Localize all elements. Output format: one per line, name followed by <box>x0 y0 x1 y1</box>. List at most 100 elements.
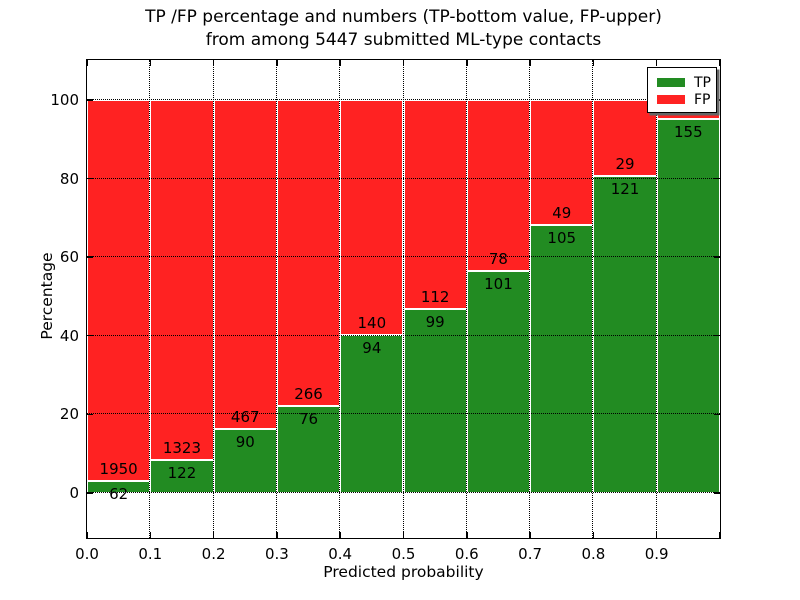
fp-count-label: 49 <box>552 204 572 223</box>
bar-segment-fp <box>213 100 277 430</box>
y-tick-label: 60 <box>59 248 79 267</box>
x-gridline <box>529 60 531 538</box>
legend-label-tp: TP <box>694 74 711 91</box>
tp-count-label: 90 <box>235 433 255 452</box>
tp-count-label: 121 <box>610 179 640 198</box>
x-tick-label: 0.9 <box>644 545 669 563</box>
y-tick <box>87 99 93 101</box>
x-tick-top <box>529 60 531 66</box>
y-gridline <box>87 491 720 493</box>
x-tick-label: 0.4 <box>328 545 353 563</box>
y-gridline <box>87 177 720 179</box>
bar-segment-tp <box>466 271 531 493</box>
x-gridline <box>275 60 277 538</box>
plot-area: 0.0 0.1 0.2 0.3 0.4 0.5 0.6 0.7 0.8 0.9 0 20 40 60 80 1… <box>50 60 721 563</box>
bar-segment-fp <box>150 100 214 460</box>
tp-count-label: 155 <box>674 123 703 142</box>
fp-count-label: 140 <box>357 314 387 333</box>
x-gridline <box>592 60 594 538</box>
y-tick <box>87 413 93 416</box>
x-tick <box>276 532 278 538</box>
y-tick-label: 100 <box>50 91 79 110</box>
x-tick-label: 0.7 <box>518 545 543 563</box>
fp-count-label: 1323 <box>162 438 202 457</box>
bar-segment-tp <box>656 119 720 493</box>
x-tick-top <box>276 60 278 66</box>
chart-title-line1: TP /FP percentage and numbers (TP-bottom… <box>145 7 662 27</box>
x-tick-label: 0.5 <box>391 545 416 563</box>
y-tick <box>87 334 93 337</box>
fp-color-swatch <box>657 95 685 104</box>
x-tick <box>149 532 152 538</box>
x-tick-top <box>655 60 658 66</box>
x-gridline <box>212 60 214 538</box>
y-tick <box>87 177 93 180</box>
x-tick <box>212 532 215 538</box>
x-gridline <box>465 60 467 538</box>
chart-title-line2: from among 5447 submitted ML-type contac… <box>205 29 602 50</box>
y-tick <box>87 492 93 494</box>
bar-segment-fp <box>593 100 657 176</box>
x-gridline <box>402 60 404 538</box>
y-gridline <box>87 413 720 415</box>
x-tick <box>719 532 721 538</box>
tp-count-label: 99 <box>425 312 445 331</box>
y-tick-label: 40 <box>59 326 79 345</box>
fp-count-label: 1950 <box>99 459 138 478</box>
tp-count-label: 94 <box>362 339 382 358</box>
tp-count-label: 62 <box>109 484 129 503</box>
x-tick-label: 0.6 <box>454 545 479 563</box>
y-gridline <box>87 256 720 258</box>
x-tick-top <box>592 60 595 66</box>
y-gridline <box>87 334 720 336</box>
x-tick-top <box>719 60 721 66</box>
y-tick-right <box>714 256 720 258</box>
x-gridline <box>339 60 341 538</box>
x-tick-label: 0.2 <box>201 545 226 563</box>
x-tick-top <box>86 60 88 66</box>
bar-segment-tp <box>276 405 341 493</box>
y-tick-label: 0 <box>69 483 79 502</box>
y-tick-right <box>714 177 720 180</box>
bar-segment-fp <box>530 100 594 226</box>
fp-count-label: 112 <box>420 287 450 306</box>
x-tick-label: 0.1 <box>138 545 163 563</box>
tp-count-label: 105 <box>547 229 577 248</box>
x-tick-top <box>339 60 341 66</box>
x-tick-top <box>149 60 152 66</box>
bar-segment-fp <box>276 100 341 406</box>
x-tick-label: 0.3 <box>264 545 289 563</box>
legend: TP FP <box>647 67 717 113</box>
x-tick <box>655 532 658 538</box>
y-tick-label: 80 <box>59 169 79 188</box>
y-gridline <box>87 99 720 101</box>
tp-count-label: 101 <box>484 275 513 294</box>
y-tick-right <box>714 413 720 416</box>
x-tick-label: 0.0 <box>75 545 99 563</box>
x-tick-top <box>212 60 215 66</box>
legend-label-fp: FP <box>694 91 711 108</box>
y-tick-label: 20 <box>59 405 79 424</box>
legend-item-fp: FP <box>657 91 716 108</box>
fp-count-label: 78 <box>488 250 508 269</box>
x-tick-label: 0.8 <box>581 545 606 563</box>
x-tick-top <box>466 60 468 66</box>
bar-segment-fp <box>87 100 151 481</box>
x-tick <box>86 532 88 538</box>
y-tick-right <box>714 99 720 101</box>
bar-segment-fp <box>466 100 531 272</box>
x-tick <box>339 532 341 538</box>
fp-count-label: 29 <box>615 154 635 173</box>
tp-color-swatch <box>657 78 685 87</box>
x-axis-label: Predicted probability <box>323 563 484 581</box>
bar-segment-fp <box>403 100 467 309</box>
tp-count-label: 122 <box>167 463 197 482</box>
y-tick-right <box>714 334 720 337</box>
fp-count-label: 467 <box>230 408 260 427</box>
x-tick <box>529 532 531 538</box>
bar-segment-fp <box>340 100 404 336</box>
x-tick-top <box>402 60 405 66</box>
tp-count-label: 76 <box>298 409 319 428</box>
x-tick <box>402 532 405 538</box>
